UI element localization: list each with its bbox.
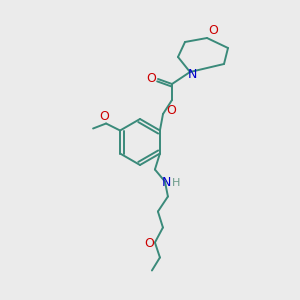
Text: H: H [172, 178, 180, 188]
Text: O: O [99, 110, 109, 123]
Text: N: N [162, 176, 172, 189]
Text: O: O [146, 71, 156, 85]
Text: O: O [166, 104, 176, 118]
Text: O: O [208, 25, 218, 38]
Text: O: O [144, 237, 154, 250]
Text: N: N [187, 68, 197, 82]
